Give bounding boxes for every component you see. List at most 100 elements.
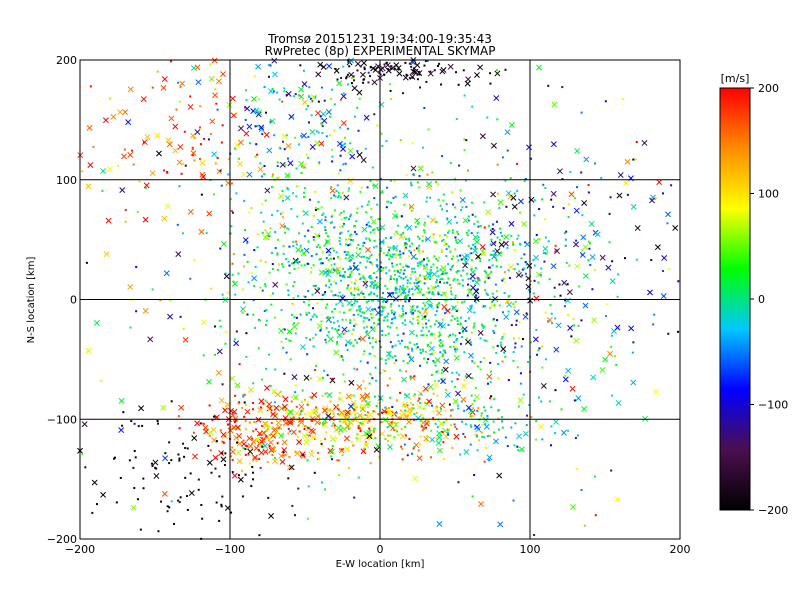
dot-marker [344, 299, 347, 302]
dot-marker [329, 283, 332, 286]
cross-marker [175, 251, 182, 258]
cross-marker [462, 262, 469, 269]
cross-marker [329, 448, 335, 455]
dot-marker [347, 251, 350, 254]
dot-marker [566, 283, 569, 286]
cross-marker [568, 191, 575, 198]
dot-marker [399, 262, 402, 265]
dot-marker [251, 437, 254, 440]
dot-marker [308, 86, 311, 89]
cross-marker [382, 416, 389, 423]
dot-marker [207, 444, 210, 447]
dot-marker [425, 200, 428, 203]
dot-marker [410, 452, 413, 455]
cross-marker [431, 271, 438, 278]
dot-marker [252, 382, 255, 385]
cross-marker [446, 218, 453, 225]
dot-marker [444, 351, 447, 354]
dot-marker [380, 269, 383, 272]
dot-marker [473, 399, 476, 402]
dot-marker [363, 255, 366, 258]
dot-marker [463, 149, 466, 152]
cross-marker [581, 200, 588, 206]
dot-marker [380, 411, 383, 414]
dot-marker [409, 375, 412, 378]
dot-marker [377, 413, 380, 416]
dot-marker [302, 210, 305, 213]
dot-marker [360, 290, 363, 293]
cross-marker [473, 279, 480, 286]
dot-marker [529, 157, 532, 160]
dot-marker [347, 427, 350, 430]
dot-marker [455, 309, 458, 312]
cross-marker [187, 208, 194, 215]
dot-marker [430, 304, 433, 307]
dot-marker [394, 344, 397, 347]
dot-marker [396, 334, 399, 337]
dot-marker [343, 250, 346, 253]
dot-marker [332, 294, 335, 297]
dot-marker [317, 287, 320, 290]
dot-marker [431, 292, 434, 295]
dot-marker [368, 225, 371, 228]
dot-marker [549, 304, 552, 307]
dot-marker [310, 450, 313, 453]
cross-marker [212, 92, 218, 99]
dot-marker [420, 414, 423, 417]
cross-marker [100, 491, 107, 498]
dot-marker [512, 243, 515, 246]
dot-marker [426, 257, 429, 260]
dot-marker [417, 315, 420, 318]
dot-marker [348, 65, 351, 68]
dot-marker [366, 203, 369, 206]
dot-marker [437, 275, 440, 278]
dot-marker [423, 275, 426, 278]
cross-marker [505, 190, 512, 197]
dot-marker [324, 216, 327, 219]
dot-marker [355, 220, 358, 223]
dot-marker [282, 244, 285, 247]
dot-marker [447, 429, 450, 432]
cross-marker [143, 182, 150, 189]
dot-marker [448, 284, 451, 287]
dot-marker [404, 409, 407, 412]
dot-marker [362, 292, 365, 295]
dot-marker [459, 322, 462, 325]
dot-marker [412, 418, 415, 421]
dot-marker [338, 325, 341, 328]
dot-marker [385, 61, 388, 64]
dot-marker [407, 265, 410, 268]
dot-marker [343, 222, 346, 225]
dot-marker [370, 316, 373, 319]
dot-marker [392, 253, 395, 256]
dot-marker [361, 407, 364, 410]
dot-marker [338, 356, 341, 359]
cross-marker [340, 93, 347, 100]
dot-marker [349, 287, 352, 290]
dot-marker [321, 125, 324, 128]
dot-marker [285, 283, 288, 286]
dot-marker [345, 216, 348, 219]
colorbar [719, 87, 751, 511]
dot-marker [339, 243, 342, 246]
cross-marker [300, 250, 307, 257]
dot-marker [403, 269, 406, 272]
dot-marker [527, 288, 530, 291]
dot-marker [479, 337, 482, 340]
cross-marker [494, 70, 501, 77]
dot-marker [223, 464, 226, 467]
cross-marker [314, 288, 321, 295]
dot-marker [268, 271, 271, 274]
dot-marker [352, 75, 355, 78]
dot-marker [321, 444, 324, 447]
dot-marker [385, 407, 388, 410]
dot-marker [430, 373, 433, 376]
dot-marker [279, 390, 282, 393]
dot-marker [369, 462, 372, 465]
dot-marker [363, 78, 366, 81]
cross-marker [364, 392, 371, 399]
dot-marker [450, 319, 453, 322]
dot-marker [339, 424, 342, 427]
dot-marker [200, 193, 203, 196]
dot-marker [270, 421, 273, 424]
